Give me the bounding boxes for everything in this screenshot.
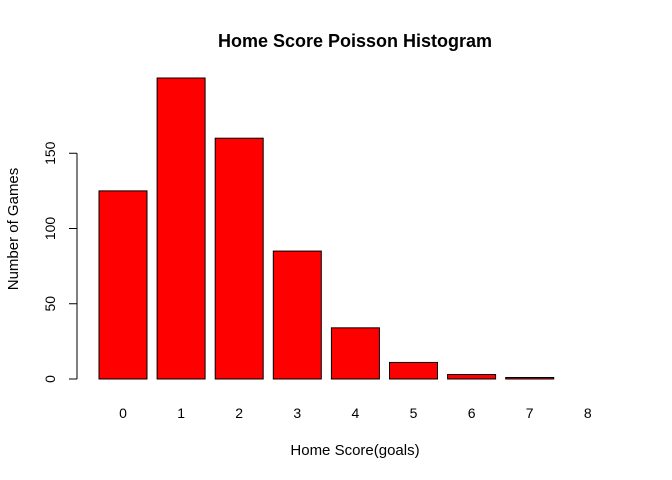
x-axis-labels: 0 1 2 3 4 5 6 7 8 xyxy=(119,405,592,421)
y-axis-title: Number of Games xyxy=(5,168,22,291)
bar-1 xyxy=(156,77,206,380)
bar-0 xyxy=(98,190,148,380)
bar-6 xyxy=(447,373,497,380)
bar-2 xyxy=(214,137,264,380)
x-tick-label: 0 xyxy=(119,405,127,421)
x-tick-label: 8 xyxy=(584,405,592,421)
y-tick-label: 100 xyxy=(42,217,58,241)
bars xyxy=(98,77,555,380)
chart-title: Home Score Poisson Histogram xyxy=(218,31,492,51)
y-axis: 0 50 100 150 xyxy=(42,141,78,383)
x-tick-label: 1 xyxy=(177,405,185,421)
bar-3 xyxy=(272,250,322,380)
y-tick-label: 150 xyxy=(42,141,58,165)
x-tick-label: 5 xyxy=(410,405,418,421)
x-axis-title: Home Score(goals) xyxy=(290,442,419,459)
y-tick-label: 50 xyxy=(42,296,58,312)
x-tick-label: 7 xyxy=(526,405,534,421)
bar-5 xyxy=(389,361,438,380)
x-tick-label: 6 xyxy=(468,405,476,421)
x-tick-label: 2 xyxy=(235,405,243,421)
y-tick-label: 0 xyxy=(42,375,58,383)
bar-4 xyxy=(330,327,380,380)
x-tick-label: 4 xyxy=(352,405,360,421)
x-tick-label: 3 xyxy=(293,405,301,421)
bar-7 xyxy=(505,376,555,380)
